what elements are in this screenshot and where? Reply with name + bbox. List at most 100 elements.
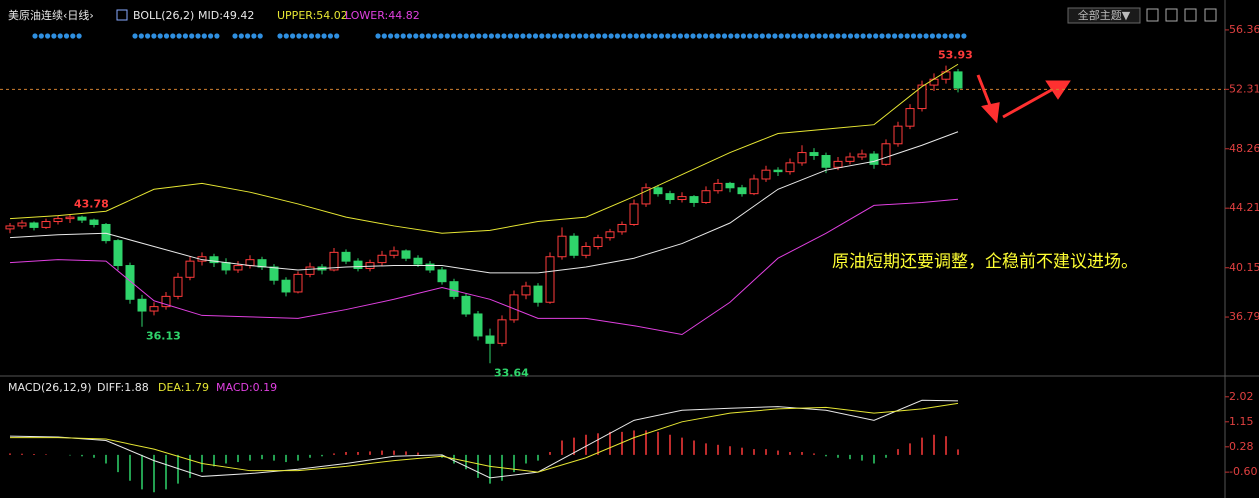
signal-dot [640,33,646,39]
candle-body [65,216,75,220]
signal-dot [419,33,425,39]
signal-dot [315,33,321,39]
signal-dot [38,33,44,39]
signal-dot [189,33,195,39]
signal-dot [854,33,860,39]
signal-dot [866,33,873,39]
icon-grid1[interactable] [1146,8,1159,22]
signal-dot [772,33,778,39]
candle-body [713,182,723,192]
signal-dot [904,33,910,39]
candle-body [917,84,927,110]
signal-dot [400,33,406,39]
candle-body [149,306,159,312]
signal-dot [948,33,954,39]
signal-dot [847,33,854,39]
candle-body [77,216,87,221]
candle-body [581,245,591,256]
signal-dot [715,33,721,39]
signal-dot [936,33,942,39]
signal-dot [482,33,488,39]
signal-dot [873,33,879,39]
y-tick-label: 36.79 [1229,310,1259,323]
candle-body [221,262,231,271]
legend-entry: MACD:0.19 [216,381,277,394]
signal-dot [145,33,151,39]
signal-dot [138,33,144,39]
signal-dot [633,33,639,39]
signal-dot [797,33,803,39]
boll-line [9,198,959,336]
signal-dot [955,33,961,39]
extreme-label: 53.93 [938,49,973,62]
signal-dot [321,33,327,39]
signal-dot [747,33,753,39]
candle-body [557,235,567,258]
candle-body [377,254,387,264]
signal-dot [381,33,387,39]
signal-dot [296,33,302,39]
signal-dot [646,33,652,39]
signal-dot [577,33,583,39]
signal-dot [277,33,283,39]
signal-dot [652,33,658,39]
signal-dot [195,33,201,39]
icon-close[interactable] [1204,8,1217,22]
candle-body [689,196,699,203]
icon-grid2[interactable] [1165,8,1178,22]
y-tick-label: 56.36 [1229,23,1259,36]
signal-dot [514,33,520,39]
signal-dot [608,33,614,39]
candle-body [485,335,495,344]
signal-dot [658,33,665,39]
extreme-label: 36.13 [146,330,181,343]
candle-body [305,266,315,275]
signal-dot [438,33,444,39]
signal-dot [388,33,394,39]
theme-button-label[interactable]: 全部主题▼ [1078,8,1131,22]
legend-entry: UPPER:54.02 [277,9,348,22]
signal-dot [551,33,558,39]
toolbar-icons[interactable] [1146,8,1217,22]
candle-body [245,259,255,267]
signal-dot [32,33,38,39]
candle-body [113,240,123,267]
theme-button-box[interactable] [1067,7,1141,24]
signal-dot [539,33,545,39]
signal-dot [721,33,728,39]
signal-dot [602,33,608,39]
candle-body [905,108,915,127]
indicator-name: BOLL(26,2) [133,9,194,22]
signal-dot [627,33,633,39]
signal-dot [394,33,400,39]
signal-dot [45,33,51,39]
candle-body [17,222,27,227]
signal-dot [753,33,759,39]
signal-dot [163,33,170,39]
candle-body [389,250,399,256]
candle-body [413,257,423,265]
signal-dot [860,33,866,39]
signal-dot [334,33,340,39]
candle-body [893,125,903,145]
signal-dot [238,33,244,39]
signal-dot [283,33,289,39]
signal-dot [257,33,263,39]
candle-body [281,279,291,293]
candle-body [545,256,555,303]
candle-body [929,78,939,86]
candle-body [233,265,243,271]
signal-dot [151,33,157,39]
y-tick-label: 52.31 [1229,82,1259,95]
signal-dot [290,33,296,39]
candle-body [677,196,687,201]
theme-button[interactable]: 全部主题▼ [1067,7,1141,24]
candle-body [497,319,507,344]
signal-dot [728,33,734,39]
signal-dot [545,33,551,39]
icon-window[interactable] [1184,8,1197,22]
signal-dot [822,33,828,39]
signal-dot [558,33,564,39]
signal-dot [778,33,784,39]
candle-body [881,143,891,165]
